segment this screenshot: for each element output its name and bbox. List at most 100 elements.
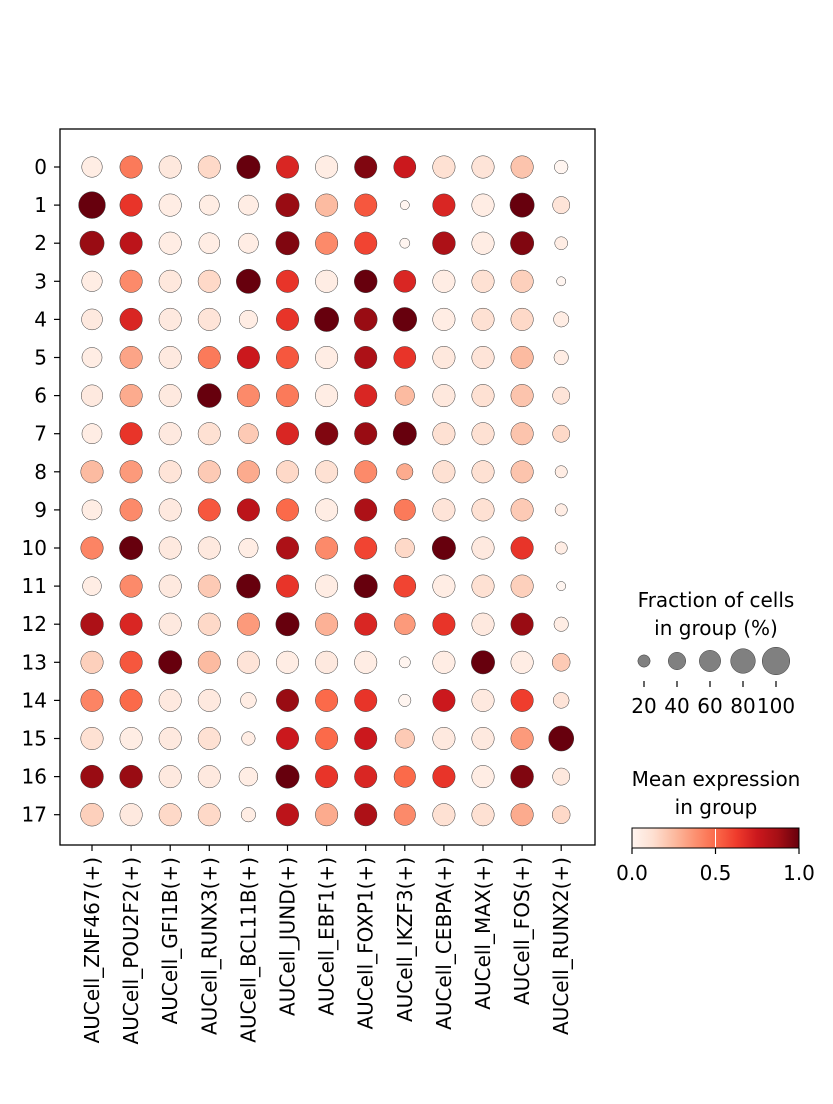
dot-g13-aucellznf467 bbox=[80, 650, 104, 674]
dot-g3-aucelljund bbox=[276, 269, 299, 293]
dot-g0-aucellpou2f2 bbox=[119, 155, 143, 179]
dot-g3-aucellcebpa bbox=[432, 269, 456, 293]
x-tick-label: AUCell_CEBPA(+) bbox=[432, 857, 456, 1030]
dot-g12-aucellpou2f2 bbox=[119, 612, 143, 636]
dot-g13-aucellmax bbox=[471, 650, 495, 675]
dot-g14-aucellrunx2 bbox=[553, 692, 570, 709]
dot-g15-aucelljund bbox=[276, 727, 299, 750]
y-tick-label: 2 bbox=[34, 231, 47, 255]
dot-g9-aucellgfi1b bbox=[158, 498, 182, 522]
dot-g13-aucellpou2f2 bbox=[119, 650, 143, 674]
dot-g9-aucellbcl11b bbox=[236, 498, 260, 522]
x-tick-label: AUCell_FOXP1(+) bbox=[354, 857, 378, 1030]
dot-g6-aucellbcl11b bbox=[236, 384, 260, 408]
dot-g2-aucellebf1 bbox=[315, 231, 339, 255]
dot-g1-aucellikzf3 bbox=[399, 200, 410, 210]
dot-g8-aucellznf467 bbox=[80, 460, 104, 484]
dot-g7-aucellznf467 bbox=[81, 423, 103, 444]
dot-g7-aucellfoxp1 bbox=[354, 422, 378, 446]
dot-g0-aucellikzf3 bbox=[393, 155, 417, 179]
dot-g12-aucelljund bbox=[275, 612, 300, 637]
dot-g4-aucellfos bbox=[510, 307, 534, 331]
dot-g12-aucellgfi1b bbox=[158, 612, 182, 636]
dot-g16-aucellrunx2 bbox=[552, 767, 571, 786]
dot-g6-aucellikzf3 bbox=[394, 385, 415, 406]
dot-g7-aucellmax bbox=[471, 422, 495, 446]
y-tick-label: 8 bbox=[34, 460, 47, 484]
color-legend: Mean expression in group 0.0 0.5 1.0 bbox=[616, 767, 815, 885]
dot-g9-aucelljund bbox=[276, 498, 299, 522]
dots-layer bbox=[78, 155, 575, 827]
colorbar-ticks: 0.0 0.5 1.0 bbox=[616, 829, 815, 885]
dot-g14-aucellgfi1b bbox=[158, 688, 182, 712]
size-legend-label: 40 bbox=[664, 694, 689, 718]
dot-g1-aucellmax bbox=[471, 193, 495, 217]
x-tick-label: AUCell_POU2F2(+) bbox=[119, 857, 143, 1044]
dot-g0-aucellfos bbox=[510, 155, 534, 179]
dot-g9-aucellznf467 bbox=[81, 499, 103, 521]
dot-g3-aucellgfi1b bbox=[158, 269, 182, 293]
dot-g17-aucellmax bbox=[471, 803, 495, 827]
y-tick-label: 10 bbox=[22, 536, 47, 560]
dot-g11-aucellpou2f2 bbox=[119, 574, 143, 598]
dot-g16-aucelljund bbox=[275, 764, 300, 789]
size-legend-label: 100 bbox=[757, 694, 795, 718]
dot-g14-aucellmax bbox=[471, 688, 495, 712]
dot-g16-aucellrunx3 bbox=[197, 765, 221, 789]
dot-g6-aucelljund bbox=[276, 384, 299, 408]
dot-g6-aucellfoxp1 bbox=[354, 384, 378, 408]
y-tick-label: 6 bbox=[34, 384, 47, 408]
dot-g4-aucellgfi1b bbox=[158, 307, 182, 331]
dot-g9-aucellpou2f2 bbox=[119, 498, 143, 522]
dot-g6-aucellebf1 bbox=[315, 384, 339, 408]
dot-g11-aucellfoxp1 bbox=[353, 574, 378, 599]
dot-g8-aucellebf1 bbox=[315, 460, 339, 484]
dot-g17-aucellebf1 bbox=[315, 803, 339, 827]
size-legend-dot bbox=[637, 654, 651, 668]
size-legend-items: 20 40 60 80 100 bbox=[631, 646, 795, 718]
dot-g0-aucellznf467 bbox=[81, 156, 103, 178]
dot-g2-aucellrunx2 bbox=[554, 236, 568, 250]
dot-g13-aucellfoxp1 bbox=[354, 650, 378, 674]
dot-g11-aucellznf467 bbox=[82, 576, 102, 596]
dot-g8-aucellpou2f2 bbox=[119, 460, 143, 484]
y-tick-label: 16 bbox=[22, 765, 47, 789]
size-legend-dot bbox=[761, 646, 791, 676]
y-tick-label: 5 bbox=[34, 346, 47, 370]
dot-g9-aucellcebpa bbox=[432, 498, 456, 522]
dot-g13-aucellikzf3 bbox=[398, 656, 411, 669]
dot-g7-aucellrunx3 bbox=[197, 422, 221, 446]
dot-g5-aucellrunx2 bbox=[553, 350, 569, 365]
y-tick-label: 11 bbox=[22, 574, 47, 598]
dot-g9-aucellebf1 bbox=[315, 498, 339, 522]
dot-g16-aucellcebpa bbox=[432, 765, 456, 789]
dot-g16-aucellbcl11b bbox=[238, 766, 259, 787]
dot-g2-aucelljund bbox=[275, 231, 300, 256]
dot-g3-aucellrunx3 bbox=[197, 269, 221, 293]
x-tick-label: AUCell_MAX(+) bbox=[471, 857, 495, 1010]
dot-g5-aucellcebpa bbox=[432, 346, 456, 369]
dot-g4-aucellikzf3 bbox=[392, 307, 418, 332]
dot-g15-aucellfos bbox=[510, 727, 534, 750]
dot-g17-aucellcebpa bbox=[432, 803, 456, 827]
dot-g17-aucellznf467 bbox=[80, 803, 104, 827]
dot-g1-aucellebf1 bbox=[315, 193, 339, 217]
dot-g1-aucellfoxp1 bbox=[354, 193, 378, 217]
dot-g13-aucelljund bbox=[276, 650, 299, 674]
dot-g14-aucellrunx3 bbox=[197, 688, 221, 712]
dot-g14-aucellikzf3 bbox=[398, 693, 412, 707]
color-legend-title-line2: in group bbox=[675, 795, 758, 819]
x-tick-label: AUCell_FOS(+) bbox=[510, 857, 534, 1005]
colorbar-tick-label: 0.0 bbox=[616, 861, 648, 885]
dot-g10-aucellznf467 bbox=[80, 536, 104, 560]
dot-g10-aucellbcl11b bbox=[238, 538, 259, 558]
dot-g15-aucellikzf3 bbox=[394, 728, 415, 749]
dot-g3-aucellikzf3 bbox=[393, 270, 417, 293]
dot-g2-aucellfos bbox=[510, 231, 535, 256]
dot-g11-aucellcebpa bbox=[432, 574, 456, 598]
dot-g13-aucellrunx2 bbox=[552, 653, 571, 672]
dot-g16-aucellmax bbox=[471, 765, 495, 789]
dot-g4-aucellcebpa bbox=[432, 307, 456, 331]
dot-g6-aucellfos bbox=[510, 384, 534, 408]
dot-g4-aucellebf1 bbox=[314, 307, 339, 332]
